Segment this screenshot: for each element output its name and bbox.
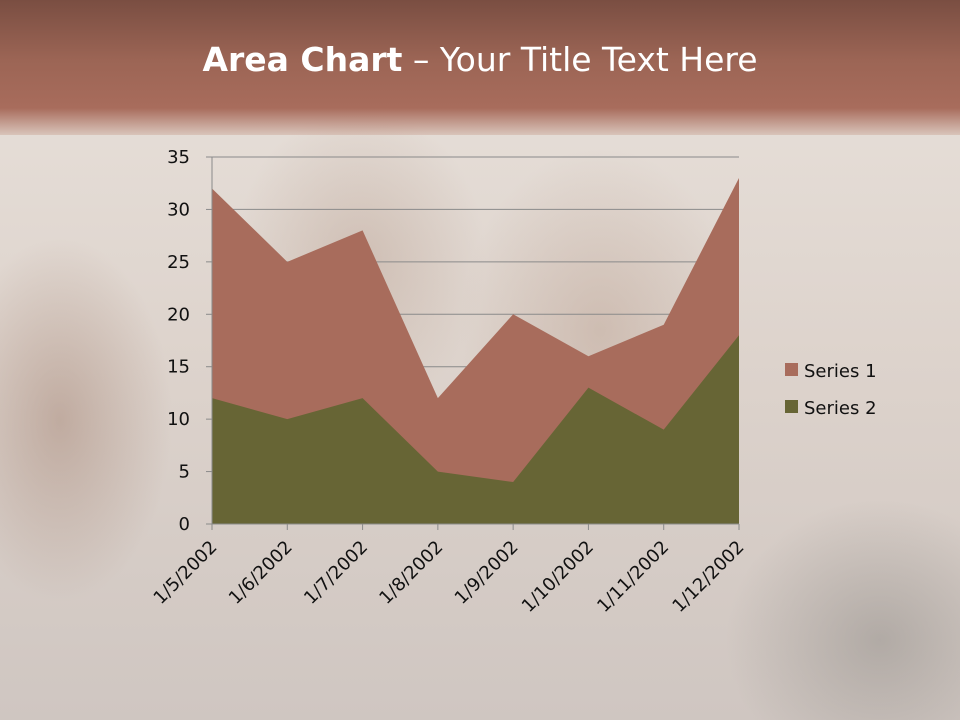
legend-swatch bbox=[785, 363, 798, 376]
y-tick-label: 10 bbox=[167, 409, 190, 430]
area-series-2 bbox=[212, 335, 739, 524]
x-tick-label: 1/11/2002 bbox=[593, 537, 673, 617]
y-tick-label: 30 bbox=[167, 199, 190, 220]
y-tick-label: 5 bbox=[179, 462, 190, 483]
legend-label: Series 1 bbox=[804, 361, 877, 382]
y-tick-label: 15 bbox=[167, 357, 190, 378]
x-tick-label: 1/9/2002 bbox=[451, 537, 523, 609]
x-tick-label: 1/5/2002 bbox=[150, 537, 222, 609]
y-tick-label: 0 bbox=[179, 514, 190, 535]
y-tick-label: 25 bbox=[167, 252, 190, 273]
legend-label: Series 2 bbox=[804, 398, 877, 419]
legend-swatch bbox=[785, 400, 798, 413]
x-tick-label: 1/8/2002 bbox=[375, 537, 447, 609]
title-bar bbox=[0, 0, 960, 135]
x-tick-label: 1/10/2002 bbox=[518, 537, 598, 617]
title-rest: – Your Title Text Here bbox=[402, 40, 758, 79]
x-tick-label: 1/12/2002 bbox=[668, 537, 748, 617]
title-bold: Area Chart bbox=[202, 40, 403, 79]
y-tick-label: 35 bbox=[167, 147, 190, 168]
y-tick-label: 20 bbox=[167, 304, 190, 325]
slide-title: Area Chart – Your Title Text Here bbox=[0, 40, 960, 79]
x-tick-label: 1/6/2002 bbox=[225, 537, 297, 609]
x-tick-label: 1/7/2002 bbox=[300, 537, 372, 609]
